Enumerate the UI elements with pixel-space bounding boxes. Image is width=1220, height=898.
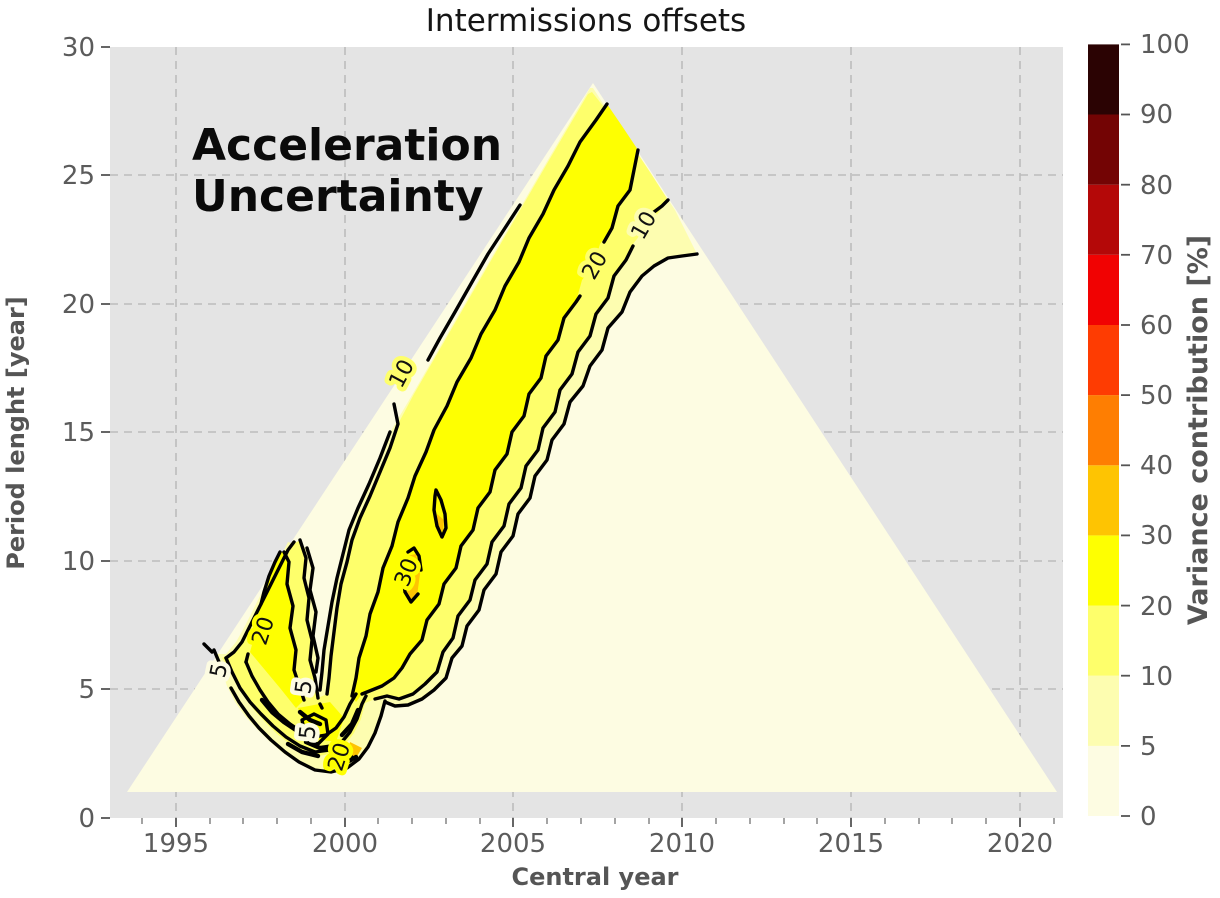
y-axis-ticks (101, 46, 110, 819)
colorbar-ticks (1121, 43, 1130, 817)
svg-text:20: 20 (1140, 592, 1173, 622)
contour-lines (202, 102, 699, 774)
svg-text:80: 80 (1140, 171, 1173, 201)
svg-text:10: 10 (62, 547, 95, 577)
colorbar: 0 5 10 20 30 40 50 60 70 80 90 100 Varia… (1088, 30, 1214, 832)
annotation: Acceleration Uncertainty (192, 120, 502, 222)
svg-text:15: 15 (62, 418, 95, 448)
annotation-line1: Acceleration (192, 120, 502, 171)
svg-text:70: 70 (1140, 241, 1173, 271)
svg-text:2020: 2020 (987, 829, 1053, 859)
svg-text:30: 30 (62, 33, 95, 63)
y-axis-label: Period lenght [year] (2, 296, 30, 570)
svg-text:50: 50 (1140, 381, 1173, 411)
contour-band-20-30-branch (250, 552, 304, 708)
x-tick-labels: 1995 2000 2005 2010 2015 2020 (143, 829, 1053, 859)
contour-band-20-30-main (352, 104, 638, 702)
svg-text:40: 40 (1140, 451, 1173, 481)
svg-text:2010: 2010 (649, 829, 715, 859)
x-axis-label: Central year (511, 863, 678, 891)
svg-text:1995: 1995 (143, 829, 209, 859)
svg-text:90: 90 (1140, 100, 1173, 130)
y-tick-labels: 0 5 10 15 20 25 30 (62, 33, 95, 834)
svg-text:2005: 2005 (480, 829, 546, 859)
svg-text:5: 5 (1140, 732, 1157, 762)
svg-text:60: 60 (1140, 311, 1173, 341)
svg-text:30: 30 (1140, 521, 1173, 551)
svg-text:2015: 2015 (818, 829, 884, 859)
svg-text:5: 5 (78, 675, 95, 705)
x-axis-ticks (141, 818, 1055, 827)
x-axis-minor-ticks (141, 818, 1055, 824)
colorbar-label: Variance contribution [%] (1183, 235, 1214, 625)
svg-text:10: 10 (1140, 662, 1173, 692)
svg-text:100: 100 (1140, 30, 1190, 60)
svg-text:2000: 2000 (312, 829, 378, 859)
svg-text:20: 20 (62, 290, 95, 320)
svg-text:0: 0 (78, 804, 95, 834)
svg-text:25: 25 (62, 161, 95, 191)
contour-label-5: 5 (295, 724, 321, 741)
colorbar-tick-labels: 0 5 10 20 30 40 50 60 70 80 90 100 (1140, 30, 1190, 832)
annotation-line2: Uncertainty (192, 171, 484, 222)
svg-text:0: 0 (1140, 802, 1157, 832)
chart-title: Intermissions offsets (426, 3, 746, 39)
